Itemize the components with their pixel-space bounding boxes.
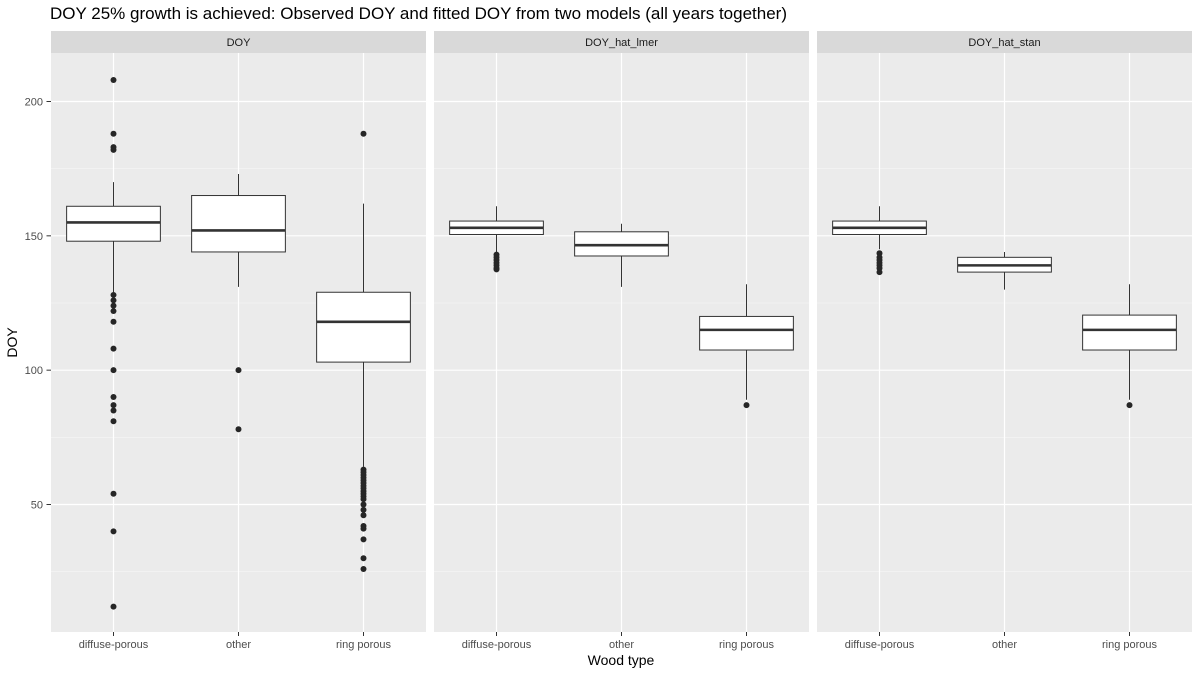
y-axis-title: DOY	[4, 327, 20, 358]
boxplot-ring-porous	[699, 284, 794, 409]
x-tick-label: diffuse-porous	[79, 639, 149, 651]
outlier-point	[493, 266, 500, 273]
outlier-point	[110, 297, 117, 304]
boxplot-other	[574, 223, 669, 287]
y-tick-label: 200	[25, 97, 43, 109]
facet-strip-label: DOY_hat_lmer	[585, 37, 658, 49]
box-iqr	[1082, 314, 1177, 351]
outlier-point	[110, 418, 117, 425]
facet-panel-doy: DOY diffuse-porous other ring porous	[51, 31, 426, 651]
outlier-point	[360, 506, 367, 513]
outlier-point	[235, 426, 242, 433]
facet-panel-doy-hat-lmer: DOY_hat_lmer diffuse-porous other ring poro…	[434, 31, 809, 651]
box-iqr	[316, 291, 411, 363]
outlier-point	[110, 318, 117, 325]
outlier-point	[876, 269, 883, 276]
outlier-point	[110, 302, 117, 309]
x-tick-label: diffuse-porous	[462, 639, 532, 651]
outlier-point	[110, 402, 117, 409]
outlier-point	[110, 308, 117, 315]
facet-strip	[434, 31, 809, 53]
facet-strip-label: DOY_hat_stan	[968, 37, 1040, 49]
boxplot-diffuse-porous	[449, 206, 544, 273]
outlier-point	[110, 291, 117, 298]
boxplot-other	[191, 174, 286, 433]
x-tick-label: ring porous	[336, 639, 392, 651]
box-iqr	[66, 205, 161, 242]
outlier-point	[360, 525, 367, 532]
x-axis-title: Wood type	[588, 652, 655, 668]
boxplot-other	[957, 251, 1052, 290]
outlier-point	[360, 565, 367, 572]
y-tick-label: 50	[31, 500, 43, 512]
x-tick-label: ring porous	[719, 639, 775, 651]
outlier-point	[110, 77, 117, 84]
facet-strip	[817, 31, 1192, 53]
facet-panel-doy-hat-stan: DOY_hat_stan diffuse-porous other ring poro…	[817, 31, 1192, 651]
box-iqr	[574, 231, 669, 257]
outlier-point	[360, 512, 367, 519]
outlier-point	[110, 490, 117, 497]
outlier-point	[235, 367, 242, 374]
outlier-point	[360, 555, 367, 562]
boxplot-diffuse-porous	[66, 77, 161, 610]
outlier-point	[110, 367, 117, 374]
facet-strip	[51, 31, 426, 53]
x-tick-label: diffuse-porous	[845, 639, 915, 651]
outlier-point	[360, 130, 367, 137]
boxplot-ring-porous	[1082, 284, 1177, 409]
chart-title: DOY 25% growth is achieved: Observed DOY…	[50, 4, 788, 23]
box-iqr	[699, 315, 794, 351]
y-tick-label: 150	[25, 231, 43, 243]
outlier-point	[110, 394, 117, 401]
outlier-point	[360, 496, 367, 503]
outlier-point	[360, 536, 367, 543]
box-iqr	[191, 195, 286, 253]
outlier-point	[360, 501, 367, 508]
y-tick-label: 100	[25, 365, 43, 377]
outlier-point	[110, 146, 117, 153]
x-tick-label: ring porous	[1102, 639, 1158, 651]
boxplot-ring-porous	[316, 130, 411, 572]
boxplot-diffuse-porous	[832, 206, 927, 276]
outlier-point	[110, 345, 117, 352]
outlier-point	[110, 528, 117, 535]
outlier-point	[743, 402, 750, 409]
outlier-point	[110, 603, 117, 610]
outlier-point	[110, 407, 117, 414]
outlier-point	[1126, 402, 1133, 409]
x-tick-label: other	[226, 639, 251, 651]
x-tick-label: other	[609, 639, 634, 651]
x-tick-label: other	[992, 639, 1017, 651]
facet-strip-label: DOY	[227, 37, 252, 49]
outlier-point	[110, 130, 117, 137]
